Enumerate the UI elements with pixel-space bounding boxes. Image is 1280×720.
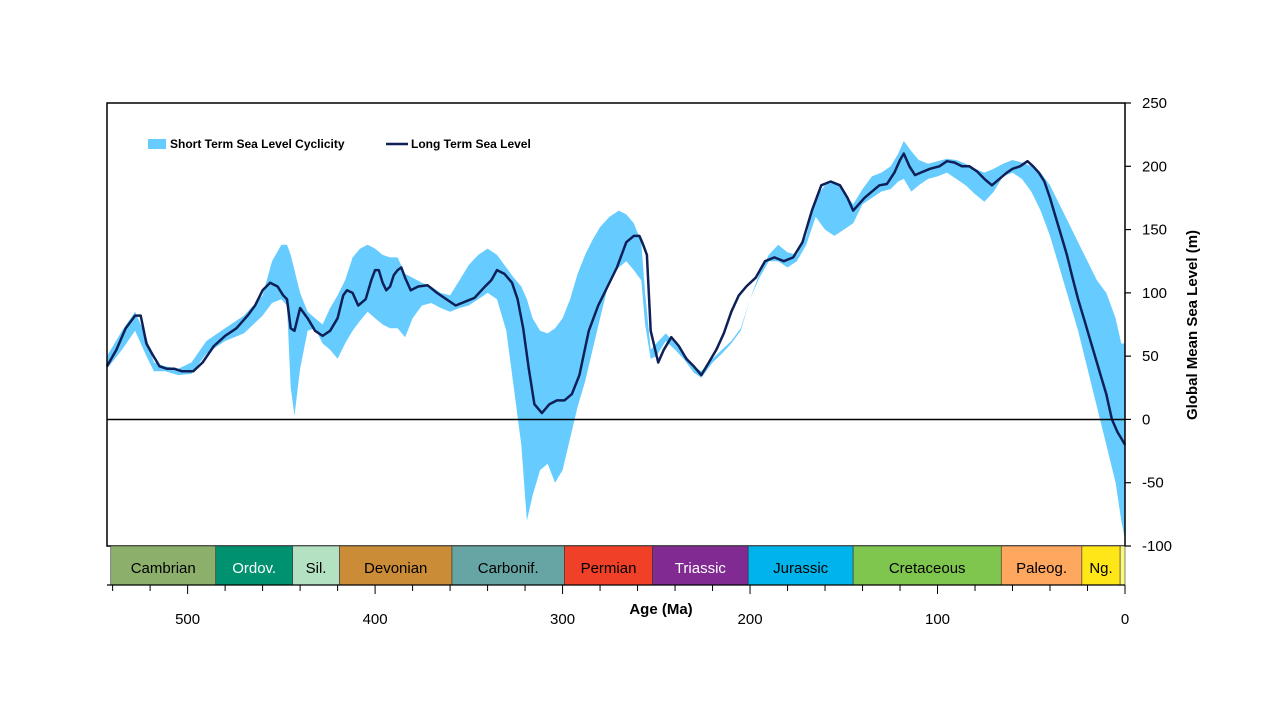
y-tick-label: 150	[1142, 222, 1167, 239]
period-label: Paleog.	[1016, 560, 1067, 577]
period-block	[652, 545, 749, 586]
y-tick-label: 0	[1142, 411, 1150, 428]
x-tick-label: 100	[925, 611, 950, 628]
period-block	[451, 545, 565, 586]
period-label: Jurassic	[773, 560, 829, 577]
x-tick-label: 200	[738, 611, 763, 628]
y-tick-label: 200	[1142, 158, 1167, 175]
x-tick-label: 0	[1121, 611, 1129, 628]
period-label: Sil.	[306, 560, 327, 577]
period-block	[1119, 545, 1126, 586]
period-label: Triassic	[675, 560, 727, 577]
x-tick-label: 400	[363, 611, 388, 628]
period-label: Carbonif.	[478, 560, 539, 577]
x-axis-title: Age (Ma)	[629, 601, 692, 618]
legend-band-swatch	[148, 139, 166, 149]
period-label: Devonian	[364, 560, 427, 577]
band-layer	[107, 141, 1125, 540]
y-axis: -100 -50 0 50 100 150 200 250	[1125, 95, 1172, 555]
period-block	[292, 545, 340, 586]
y-tick-label: 50	[1142, 348, 1159, 365]
period-block	[215, 545, 293, 586]
x-axis: 500 400 300 200 100 0	[107, 584, 1129, 628]
legend-band-label: Short Term Sea Level Cyclicity	[170, 137, 345, 151]
period-block	[1081, 545, 1121, 586]
y-axis-title: Global Mean Sea Level (m)	[1184, 230, 1201, 420]
y-tick-label: 100	[1142, 285, 1167, 302]
x-tick-label: 300	[550, 611, 575, 628]
short-term-band	[107, 141, 1125, 540]
period-block	[339, 545, 453, 586]
period-bar: Cambrian Ordov. Sil. Devonian Carbonif. Permi…	[110, 545, 1126, 586]
y-tick-label: 250	[1142, 95, 1167, 112]
period-label: Cambrian	[131, 560, 196, 577]
x-tick-label: 500	[175, 611, 200, 628]
legend: Short Term Sea Level Cyclicity Long Term…	[148, 137, 531, 151]
period-block	[852, 545, 1002, 586]
y-tick-label: -50	[1142, 475, 1164, 492]
period-label: Permian	[581, 560, 637, 577]
period-label: Cretaceous	[889, 560, 966, 577]
period-block	[1000, 545, 1083, 586]
period-label: Ng.	[1089, 560, 1112, 577]
y-tick-label: -100	[1142, 538, 1172, 555]
long-term-line	[105, 152, 1127, 446]
legend-line-label: Long Term Sea Level	[411, 137, 531, 151]
line-layer	[105, 152, 1127, 446]
period-block	[110, 545, 217, 586]
period-block	[747, 545, 854, 586]
period-label: Ordov.	[232, 560, 276, 577]
